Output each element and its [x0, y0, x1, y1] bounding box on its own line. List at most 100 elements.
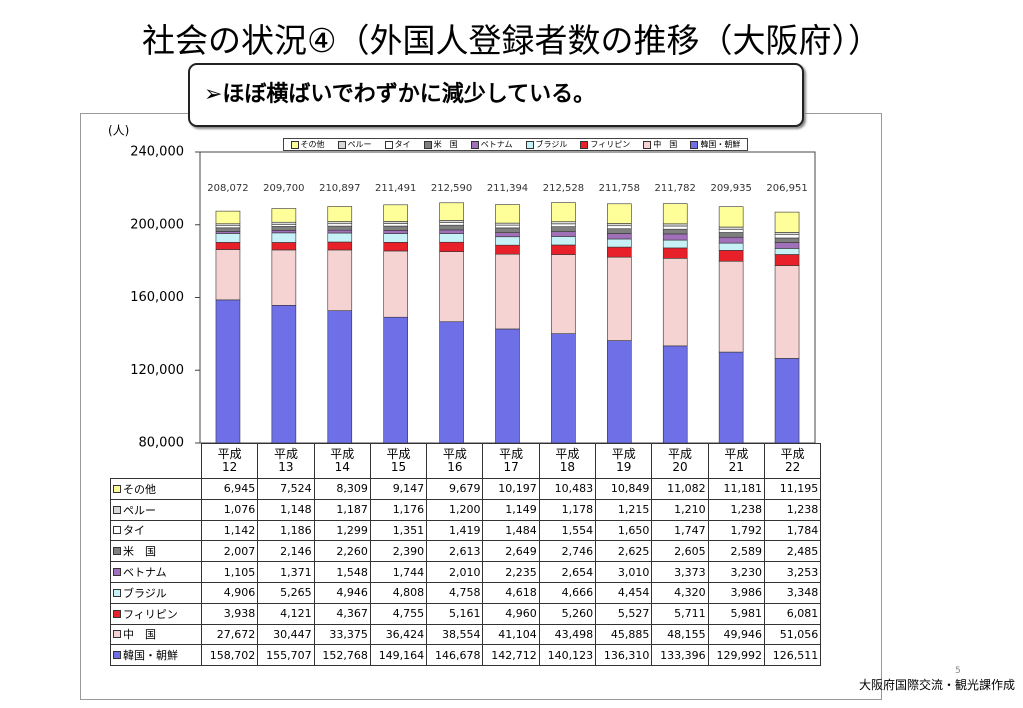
bar-segment: [607, 233, 632, 240]
bar-segment: [607, 223, 632, 227]
bar-segment: [383, 223, 408, 227]
bar-segment: [215, 249, 241, 301]
bar-segment: [662, 233, 688, 241]
legend-label: ペルー: [347, 140, 372, 149]
category-label: 平成 17: [482, 443, 540, 479]
bar-segment: [495, 232, 520, 238]
legend-swatch: [643, 140, 652, 149]
bar-segment: [662, 258, 688, 347]
value-cell: 9,679: [426, 478, 484, 500]
value-cell: 140,123: [538, 644, 597, 667]
value-cell: 4,808: [369, 581, 428, 604]
bar-segment: [439, 222, 464, 226]
bar-segment: [551, 202, 576, 222]
bar-segment: [439, 251, 464, 323]
value-cell: 4,906: [200, 581, 259, 604]
bar-segment: [551, 236, 576, 246]
value-cell: 6,945: [200, 478, 259, 500]
value-cell: 10,483: [538, 478, 597, 500]
footer: 大阪府国際交流・観光課作成: [858, 678, 1015, 692]
bar-segment: [718, 228, 744, 233]
bar-segment: [551, 333, 576, 444]
value-cell: 8,309: [313, 478, 371, 500]
value-cell: 27,672: [200, 623, 259, 646]
legend-swatch: [290, 140, 299, 149]
bar-segment: [215, 299, 241, 444]
category-label: 平成 13: [257, 443, 315, 479]
bar-segment: [607, 340, 632, 444]
row-label-cell: ブラジル: [110, 581, 202, 604]
bar-segment: [271, 232, 297, 243]
bar-segment: [439, 224, 464, 231]
value-cell: 2,485: [763, 540, 822, 563]
value-cell: 33,375: [313, 623, 371, 646]
legend-item: 韓国・朝鮮: [690, 139, 740, 150]
value-cell: 1,178: [538, 498, 597, 521]
table-row: ブラジル 4,906 5,265 4,946 4,808 4,758 4,618 4,666 4…: [110, 581, 822, 604]
value-cell: 5,711: [651, 602, 709, 625]
y-tick-label: 240,000: [130, 145, 184, 160]
bar-segment: [774, 248, 800, 255]
bar-segment: [718, 226, 744, 230]
value-cell: 136,310: [595, 644, 653, 667]
bar-segment: [439, 241, 464, 252]
value-cell: 2,390: [369, 540, 428, 563]
value-cell: 5,265: [257, 581, 315, 604]
bar-segment: [383, 230, 408, 234]
value-cell: 2,007: [200, 540, 259, 563]
bar-segment: [271, 230, 297, 234]
bar-segment: [327, 206, 353, 222]
value-cell: 7,524: [257, 478, 315, 500]
bar-segment: [271, 208, 297, 223]
value-cell: 2,746: [538, 540, 597, 563]
total-label: 209,935: [710, 183, 751, 194]
bar-segment: [439, 321, 464, 444]
bar-segment: [551, 244, 576, 255]
value-cell: 4,121: [257, 602, 315, 625]
value-cell: 146,678: [426, 644, 484, 667]
legend-label: ブラジル: [535, 140, 568, 149]
value-cell: 155,707: [257, 644, 315, 667]
bar-segment: [774, 358, 800, 444]
bar-segment: [215, 231, 241, 234]
bar-segment: [662, 225, 688, 230]
bar-segment: [718, 242, 744, 251]
value-cell: 4,755: [369, 602, 428, 625]
value-cell: 4,367: [313, 602, 371, 625]
bar-segment: [327, 310, 353, 444]
value-cell: 1,650: [595, 519, 653, 542]
value-cell: 5,260: [538, 602, 597, 625]
value-cell: 5,161: [426, 602, 484, 625]
bar-segment: [551, 223, 576, 227]
table-row: フィリピン 3,938 4,121 4,367 4,755 5,161 4,960 5,260…: [110, 602, 822, 625]
value-cell: 133,396: [651, 644, 709, 667]
value-cell: 3,010: [595, 561, 653, 583]
bar-segment: [327, 229, 353, 234]
bar-segment: [607, 256, 632, 341]
bar-segment: [327, 232, 353, 243]
series-name: 韓国・朝鮮: [123, 649, 178, 663]
legend-swatch: [113, 651, 121, 660]
category-label: 平成 15: [369, 443, 428, 479]
bar-segment: [495, 236, 520, 246]
value-cell: 2,146: [257, 540, 315, 563]
bar-segment: [551, 231, 576, 237]
value-cell: 1,747: [651, 519, 709, 542]
bar-segment: [774, 254, 800, 266]
value-cell: 1,744: [369, 561, 428, 583]
value-cell: 2,654: [538, 561, 597, 583]
bar-segment: [774, 232, 800, 236]
value-cell: 1,484: [482, 519, 540, 542]
legend-label: 米 国: [433, 140, 458, 149]
series-name: ブラジル: [123, 586, 167, 600]
table-corner: [110, 443, 202, 479]
row-label-cell: 米 国: [110, 540, 202, 563]
value-cell: 1,105: [200, 561, 259, 583]
series-name: その他: [123, 482, 156, 496]
bar-segment: [271, 221, 297, 225]
legend-label: フィリピン: [590, 140, 631, 149]
total-label: 211,758: [599, 183, 640, 194]
value-cell: 3,253: [763, 561, 822, 583]
legend-label: タイ: [394, 140, 411, 149]
